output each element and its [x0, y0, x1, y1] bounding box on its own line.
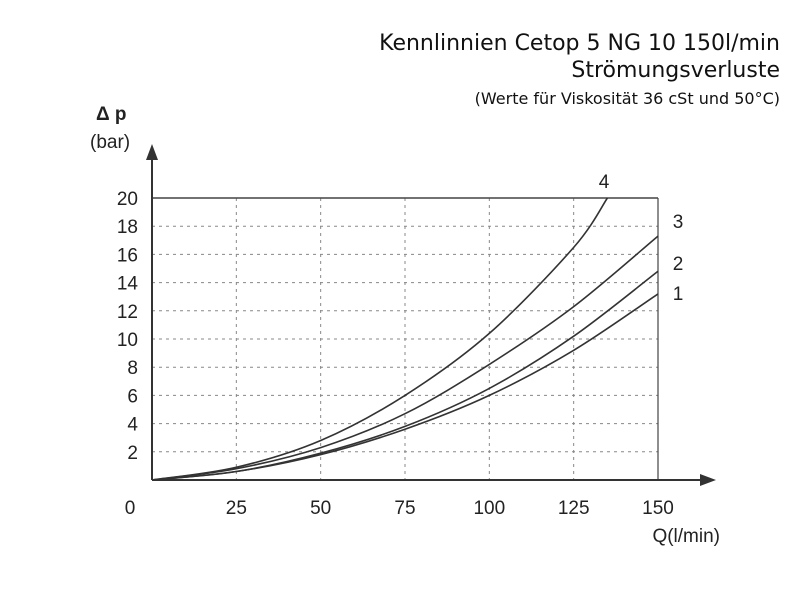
curve-label-2: 2: [673, 254, 684, 275]
x-tick-label: 75: [394, 498, 415, 519]
axis-layer: [146, 144, 716, 486]
y-tick-label: 18: [117, 217, 138, 238]
x-tick-label: 150: [642, 498, 674, 519]
curve-series-3: [151, 235, 659, 481]
y-tick-label: 6: [127, 386, 138, 407]
y-axis-arrowhead: [146, 144, 158, 160]
y-tick-label: 20: [117, 189, 138, 210]
y-tick-label: 8: [127, 358, 138, 379]
x-tick-label: 100: [473, 498, 505, 519]
x-axis-arrowhead: [700, 474, 716, 486]
x-tick-label: 25: [226, 498, 247, 519]
x-axis-label: Q(l/min): [652, 526, 720, 547]
y-axis-symbol: Δ p: [96, 104, 127, 125]
x-tick-label: 125: [558, 498, 590, 519]
curve-label-4: 4: [599, 172, 610, 193]
x-tick-label: 0: [125, 498, 136, 519]
y-tick-label: 10: [117, 330, 138, 351]
y-tick-label: 12: [117, 302, 138, 323]
curve-series-4: [151, 197, 609, 481]
y-tick-label: 2: [127, 443, 138, 464]
curve-label-1: 1: [673, 284, 684, 305]
y-tick-label: 14: [117, 274, 139, 295]
y-axis-unit: (bar): [90, 132, 130, 153]
chart-conditions: (Werte für Viskosität 36 cSt und 50°C): [474, 89, 780, 108]
curve-series-2: [151, 270, 659, 481]
x-tick-label: 50: [310, 498, 331, 519]
y-tick-label: 16: [117, 245, 138, 266]
y-tick-label: 4: [127, 415, 138, 436]
chart-subtitle: Strömungsverluste: [571, 58, 780, 83]
curve-layer: [151, 197, 659, 481]
chart-title: Kennlinnien Cetop 5 NG 10 150l/min: [379, 31, 780, 56]
grid-layer: [152, 198, 658, 480]
curve-label-3: 3: [673, 212, 684, 233]
chart-title-block: Kennlinnien Cetop 5 NG 10 150l/min Ström…: [379, 30, 780, 112]
